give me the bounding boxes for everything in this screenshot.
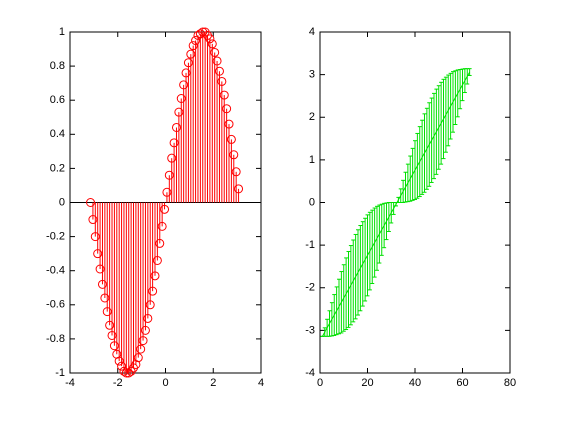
stem-marker [191,36,201,46]
y-tick-label: 0.4 [50,128,65,140]
stem-marker [131,359,141,369]
stem-marker [138,336,148,346]
stem-marker [90,232,100,242]
y-tick-label: -1 [55,367,65,379]
stem-marker [162,187,172,197]
stem-marker [102,307,112,317]
stem-marker [222,104,232,114]
y-tick-label: -4 [305,367,315,379]
y-tick-label: -1 [305,239,315,251]
y-tick-label: 0.2 [50,162,65,174]
y-tick-label: 1 [309,154,315,166]
stem-marker [195,29,205,39]
y-tick-label: 2 [309,111,315,123]
stem-marker [150,271,160,281]
stem-marker [193,30,203,40]
y-tick-label: 3 [309,69,315,81]
y-tick-label: 0.8 [50,60,65,72]
stem-marker [174,107,184,117]
stem-marker [224,119,234,129]
stem-marker [136,344,146,354]
stem-marker [133,353,143,363]
stem-marker [198,27,208,37]
stem-marker [124,368,134,378]
x-tick-label: 40 [409,377,421,389]
stem-marker [121,368,131,378]
x-tick-label: 4 [258,377,264,389]
stem-marker [164,170,174,180]
stem-marker [186,49,196,59]
y-tick-label: 0 [59,196,65,208]
x-tick-label: 80 [504,377,516,389]
y-tick-label: 0 [309,196,315,208]
stem-marker [179,80,189,90]
x-tick-label: 0 [162,377,168,389]
y-tick-label: -0.4 [46,265,65,277]
x-tick-label: 2 [210,377,216,389]
stem-marker [105,320,115,330]
stem-marker [148,286,158,296]
stem-marker [143,313,153,323]
y-tick-label: 0.6 [50,94,65,106]
stem-marker [229,150,239,160]
y-tick-label: -0.6 [46,299,65,311]
stem-marker [183,58,193,68]
stem-marker [157,221,167,231]
stem-marker [145,300,155,310]
x-tick-label: -2 [113,377,123,389]
y-tick-label: -3 [305,324,315,336]
stem-marker [167,153,177,163]
data-line [321,71,471,337]
stem-marker [100,293,110,303]
stem-marker [155,238,165,248]
y-tick-label: -0.8 [46,333,65,345]
stem-marker [226,134,236,144]
stem-marker [109,341,119,351]
stem-marker [97,279,107,289]
stem-marker [181,68,191,78]
axes-box [319,31,511,374]
stem-marker [231,167,241,177]
y-tick-label: -0.2 [46,231,65,243]
stem-marker [107,330,117,340]
y-tick-label: 1 [59,26,65,38]
y-tick-label: 4 [309,26,315,38]
stem-marker [171,122,181,132]
stem-marker [176,93,186,103]
stem-marker [112,349,122,359]
stem-marker [219,90,229,100]
stem-marker [160,204,170,214]
stem-marker [140,325,150,335]
x-tick-label: 60 [456,377,468,389]
stem-marker [207,39,217,49]
stem-marker [210,47,220,57]
stem-marker [114,356,124,366]
x-tick-label: 20 [361,377,373,389]
stem-marker [212,56,222,66]
stem-marker [117,361,127,371]
stem-marker [214,66,224,76]
stem-marker [234,184,244,194]
stem-marker [205,34,215,44]
stem-marker [217,76,227,86]
stem-marker [95,264,105,274]
stem-marker [93,249,103,259]
y-tick-label: -2 [305,282,315,294]
stem-marker [169,138,179,148]
stem-marker [88,215,98,225]
stem-marker [152,255,162,265]
stem-marker [119,366,129,376]
stem-marker [188,41,198,51]
x-tick-label: 0 [317,377,323,389]
stem-marker [86,198,96,207]
x-tick-label: -4 [65,377,75,389]
